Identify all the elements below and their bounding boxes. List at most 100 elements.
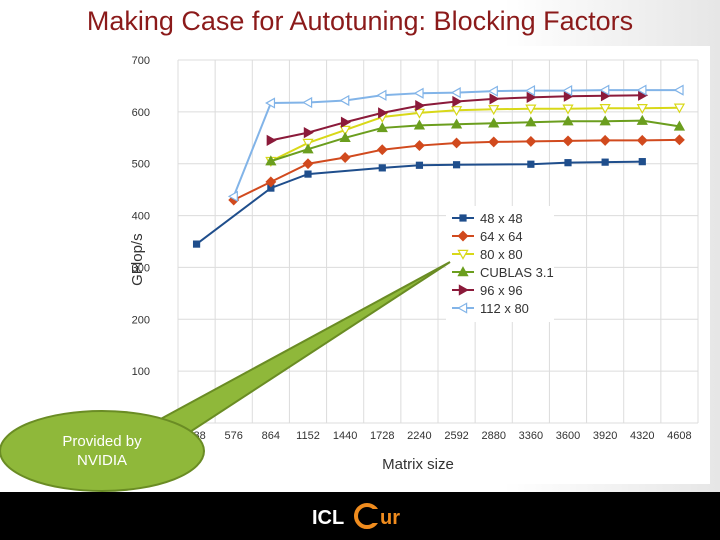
data-point [302, 143, 314, 154]
data-point [673, 84, 684, 96]
data-point [302, 158, 314, 170]
data-point [378, 164, 386, 172]
icl-logo: ICL ur [312, 503, 400, 529]
legend-swatch-marker [457, 266, 469, 277]
data-point [636, 84, 647, 96]
legend-label: 96 x 96 [480, 283, 523, 298]
data-point [452, 161, 461, 169]
data-point [525, 135, 537, 147]
callout-text: NVIDIA [77, 452, 127, 469]
data-point [376, 122, 388, 133]
legend-swatch-marker [457, 302, 468, 314]
data-point [450, 106, 463, 117]
data-point [564, 159, 572, 167]
legend-box [446, 206, 554, 322]
legend-label: 80 x 80 [480, 247, 523, 262]
callout-text: Provided by [62, 433, 142, 450]
data-point [562, 115, 574, 126]
data-point [303, 126, 314, 139]
data-point [376, 89, 387, 101]
slide-title: Making Case for Autotuning: Blocking Fac… [86, 6, 634, 36]
data-point [413, 119, 426, 130]
x-tick-label: 1152 [296, 430, 320, 442]
data-point [413, 108, 426, 119]
data-point [527, 160, 535, 168]
footer-bar: ICL ur [0, 492, 720, 540]
data-point [525, 84, 536, 97]
x-tick-label: 2880 [481, 430, 505, 442]
data-point [265, 176, 277, 188]
data-point [562, 135, 574, 147]
data-point [378, 107, 389, 119]
data-point [340, 116, 351, 128]
data-point [599, 134, 611, 146]
legend-swatch-marker [457, 249, 469, 260]
legend-label: 112 x 80 [480, 301, 529, 316]
legend-label: CUBLAS 3.1 [480, 265, 554, 280]
data-point [339, 131, 351, 142]
x-tick-label: 1440 [333, 430, 357, 442]
data-point [599, 115, 611, 126]
series-line [270, 119, 680, 163]
y-tick-label: 200 [132, 314, 150, 326]
legend-swatch-marker [457, 230, 469, 242]
data-point [638, 158, 646, 166]
x-tick-label: 864 [262, 430, 280, 442]
data-point [673, 134, 685, 146]
data-point [304, 170, 312, 178]
logo-text: ICL [312, 507, 344, 529]
y-axis-label: GFlop/s [129, 233, 146, 286]
data-point [525, 104, 537, 115]
x-tick-label: 1728 [370, 430, 394, 442]
data-point [562, 84, 573, 97]
data-point [265, 155, 277, 166]
x-tick-label: 576 [225, 430, 243, 442]
legend-label: 64 x 64 [480, 229, 523, 244]
y-tick-label: 300 [132, 262, 150, 274]
y-tick-label: 400 [132, 211, 150, 223]
chart-panel: 0100200300400500600700288576864115214401… [0, 46, 710, 492]
x-tick-label: 3600 [556, 430, 580, 442]
data-point [450, 87, 461, 99]
data-point [267, 184, 275, 192]
data-point [339, 152, 351, 163]
data-point [192, 240, 201, 248]
series-line [233, 138, 680, 201]
data-point [452, 95, 463, 108]
data-point [488, 136, 500, 148]
data-point [599, 84, 610, 96]
legend-swatch-marker [458, 284, 469, 296]
legend-label: 48 x 48 [480, 211, 523, 226]
data-point [562, 104, 574, 115]
data-point [339, 94, 350, 107]
data-point [599, 104, 611, 115]
y-tick-label: 700 [132, 55, 150, 67]
data-point [376, 144, 388, 156]
data-point [601, 158, 609, 166]
callout-bubble [0, 410, 205, 492]
data-point [415, 100, 426, 112]
data-point [526, 91, 537, 103]
data-point [413, 140, 425, 152]
data-point [525, 116, 537, 127]
y-tick-label: 100 [132, 366, 150, 378]
data-point [413, 87, 424, 99]
x-tick-label: 3360 [519, 430, 543, 442]
data-point [673, 103, 686, 114]
data-point [265, 97, 276, 109]
data-point [302, 96, 313, 109]
data-point [636, 104, 648, 115]
y-tick-label: 600 [132, 107, 150, 119]
x-tick-label: 3920 [593, 430, 617, 442]
x-tick-label: 2592 [444, 430, 468, 442]
x-tick-label: 4608 [667, 430, 691, 442]
data-point [673, 120, 686, 131]
legend-swatch-marker [459, 214, 467, 222]
x-axis-label: Matrix size [382, 456, 454, 473]
data-point [636, 134, 648, 146]
data-point [415, 161, 424, 169]
data-point [487, 85, 498, 97]
data-point [636, 114, 648, 125]
logo-text-accent: ur [380, 507, 400, 529]
data-point [450, 118, 463, 129]
